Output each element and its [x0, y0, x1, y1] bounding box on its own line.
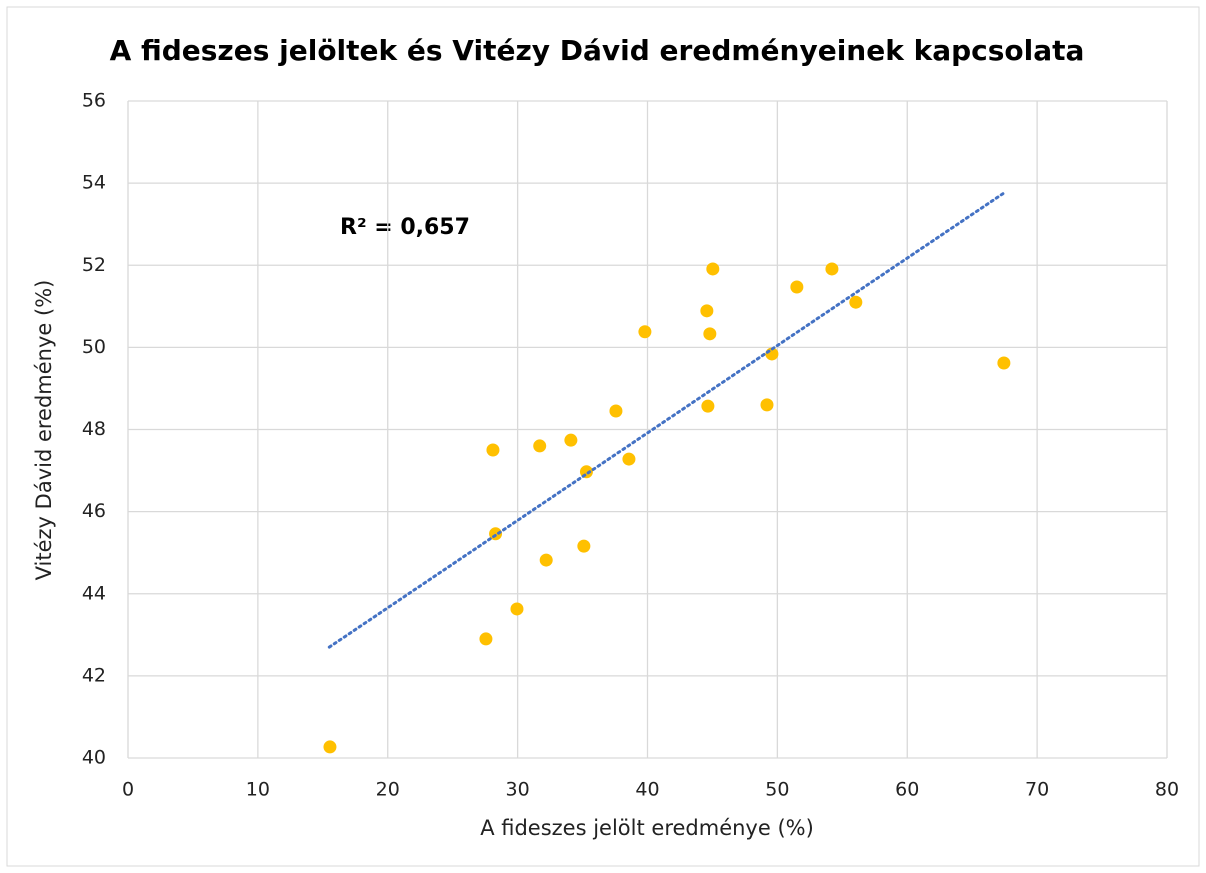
scatter-point	[700, 304, 714, 318]
x-tick-label: 60	[895, 779, 919, 801]
y-tick-label: 44	[82, 582, 106, 604]
x-tick-label: 40	[635, 779, 659, 801]
x-axis-label: A fideszes jelölt eredménye (%)	[480, 816, 814, 840]
chart-title: A fideszes jelöltek és Vitézy Dávid ered…	[110, 34, 1085, 67]
y-tick-label: 54	[82, 172, 106, 194]
y-tick-label: 50	[82, 336, 106, 358]
x-tick-label: 70	[1025, 779, 1049, 801]
scatter-point	[609, 404, 623, 418]
scatter-point	[323, 740, 337, 754]
scatter-point	[533, 439, 547, 453]
scatter-point	[510, 602, 524, 616]
y-tick-label: 56	[82, 90, 106, 112]
scatter-point	[706, 262, 720, 276]
scatter-point	[825, 262, 839, 276]
scatter-point	[849, 295, 863, 309]
scatter-point	[760, 398, 774, 412]
y-tick-label: 48	[82, 418, 106, 440]
scatter-point	[997, 356, 1011, 370]
scatter-point	[703, 327, 717, 341]
scatter-point	[790, 280, 804, 294]
scatter-point	[701, 399, 715, 413]
y-tick-label: 52	[82, 254, 106, 276]
r-squared-annotation: R² = 0,657	[340, 215, 470, 240]
x-tick-label: 0	[122, 779, 134, 801]
scatter-point	[577, 539, 591, 553]
trendline	[327, 191, 1005, 649]
scatter-point	[638, 325, 652, 339]
scatter-point	[564, 433, 578, 447]
y-tick-label: 46	[82, 500, 106, 522]
x-tick-label: 80	[1155, 779, 1179, 801]
y-tick-label: 42	[82, 664, 106, 686]
scatter-point	[479, 632, 493, 646]
scatter-point	[486, 443, 500, 457]
chart-frame	[6, 6, 1200, 867]
x-tick-label: 30	[506, 779, 530, 801]
y-axis-label: Vitézy Dávid eredménye (%)	[32, 280, 56, 581]
scatter-point	[622, 452, 636, 466]
y-tick-label: 40	[82, 747, 106, 769]
x-tick-label: 50	[765, 779, 789, 801]
x-tick-label: 20	[376, 779, 400, 801]
scatter-point	[539, 553, 553, 567]
x-tick-label: 10	[246, 779, 270, 801]
